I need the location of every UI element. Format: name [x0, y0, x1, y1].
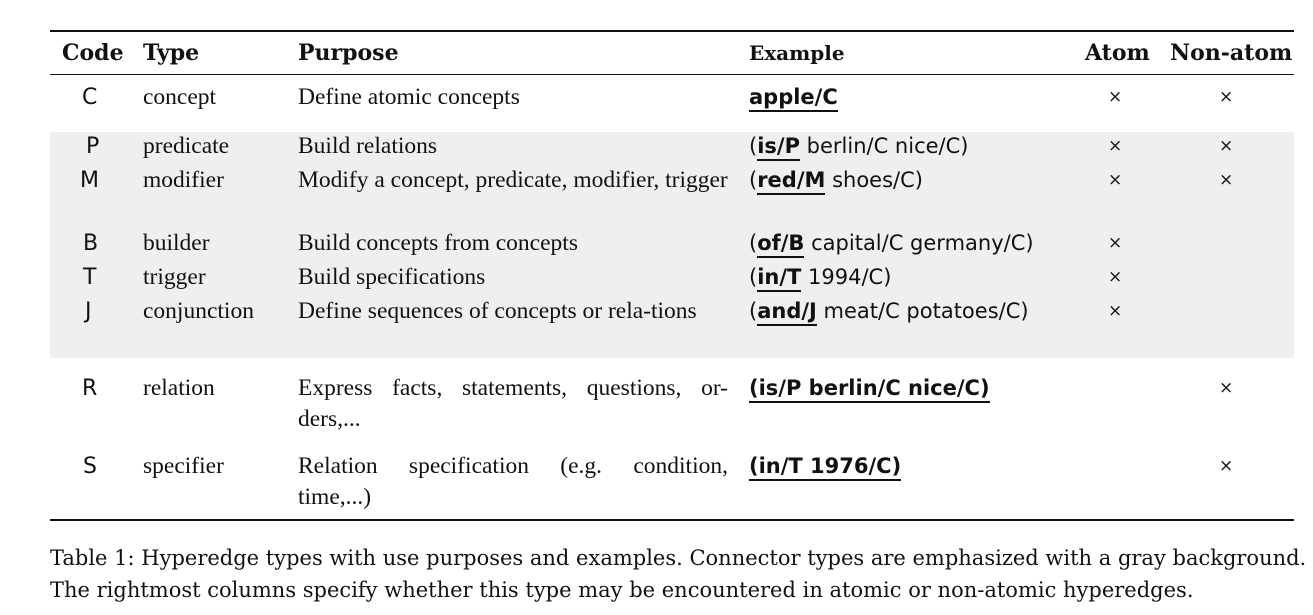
row-type: builder: [143, 230, 210, 256]
connector-types-background: [50, 132, 1294, 358]
row-example: (in/T 1976/C): [749, 451, 902, 482]
row-non-atom-mark: ×: [1219, 136, 1234, 156]
top-rule: [50, 30, 1294, 32]
example-arguments: meat/C potatoes/C): [816, 299, 1029, 323]
example-relation: (in/T 1976/C): [749, 453, 902, 481]
row-example: (in/T 1994/C): [749, 262, 891, 293]
row-non-atom-mark: ×: [1219, 456, 1234, 476]
row-code: R: [82, 376, 98, 401]
example-connector: red/M: [757, 167, 826, 195]
example-connector: in/T: [757, 264, 802, 292]
header-purpose: Purpose: [298, 40, 399, 66]
row-type: specifier: [143, 453, 224, 479]
row-type: modifier: [143, 167, 224, 193]
example-connector: of/B: [757, 230, 805, 258]
header-code: Code: [62, 40, 124, 66]
row-code: C: [82, 85, 98, 110]
example-arguments: shoes/C): [825, 168, 923, 192]
row-atom-mark: ×: [1108, 136, 1123, 156]
row-purpose: Build relations: [298, 133, 438, 159]
row-purpose: Build specifications: [298, 264, 486, 290]
caption-line-2: The rightmost columns specify whether th…: [50, 578, 1194, 602]
example-connector: apple/C: [749, 84, 838, 112]
row-atom-mark: ×: [1108, 170, 1123, 190]
row-example: (of/B capital/C germany/C): [749, 228, 1034, 259]
row-code: J: [85, 299, 92, 324]
row-code: T: [83, 265, 97, 290]
row-purpose: Define atomic concepts: [298, 84, 520, 110]
example-connector: and/J: [757, 298, 817, 326]
example-arguments: 1994/C): [801, 265, 892, 289]
row-example: (and/J meat/C potatoes/C): [749, 296, 1029, 327]
header-atom: Atom: [1085, 40, 1150, 66]
example-connector: is/P: [757, 133, 800, 161]
header-type: Type: [143, 40, 200, 66]
example-relation: (is/P berlin/C nice/C): [749, 375, 990, 403]
header-non-atom: Non-atom: [1170, 40, 1293, 66]
row-code: S: [83, 454, 97, 479]
row-purpose: Define sequences of concepts or rela-tio…: [298, 298, 697, 324]
example-arguments: capital/C germany/C): [804, 231, 1034, 255]
row-code: B: [83, 231, 99, 256]
row-example: (red/M shoes/C): [749, 165, 923, 196]
caption-line-1: Table 1: Hyperedge types with use purpos…: [50, 546, 1307, 570]
header-example: Example: [749, 41, 845, 65]
row-non-atom-mark: ×: [1219, 170, 1234, 190]
row-purpose: Relation specification (e.g. condition, …: [298, 453, 728, 510]
row-code: M: [80, 168, 99, 193]
row-purpose: Modify a concept, predicate, modifier, t…: [298, 167, 728, 193]
row-type: predicate: [143, 133, 230, 159]
row-atom-mark: ×: [1108, 87, 1123, 107]
row-purpose: Build concepts from concepts: [298, 230, 578, 256]
row-type: conjunction: [143, 298, 254, 324]
row-type: trigger: [143, 264, 206, 290]
example-arguments: berlin/C nice/C): [799, 134, 969, 158]
row-atom-mark: ×: [1108, 233, 1123, 253]
header-rule: [50, 74, 1294, 75]
row-non-atom-mark: ×: [1219, 378, 1234, 398]
row-purpose: Express facts, statements, questions, or…: [298, 375, 728, 432]
row-non-atom-mark: ×: [1219, 87, 1234, 107]
table-caption: Table 1: Hyperedge types with use purpos…: [50, 542, 1307, 606]
row-type: relation: [143, 375, 215, 401]
row-example: apple/C: [749, 82, 838, 113]
row-example: (is/P berlin/C nice/C): [749, 131, 968, 162]
row-type: concept: [143, 84, 217, 110]
row-example: (is/P berlin/C nice/C): [749, 373, 990, 404]
bottom-rule: [50, 519, 1294, 521]
row-code: P: [86, 134, 100, 159]
row-atom-mark: ×: [1108, 267, 1123, 287]
row-atom-mark: ×: [1108, 301, 1123, 321]
